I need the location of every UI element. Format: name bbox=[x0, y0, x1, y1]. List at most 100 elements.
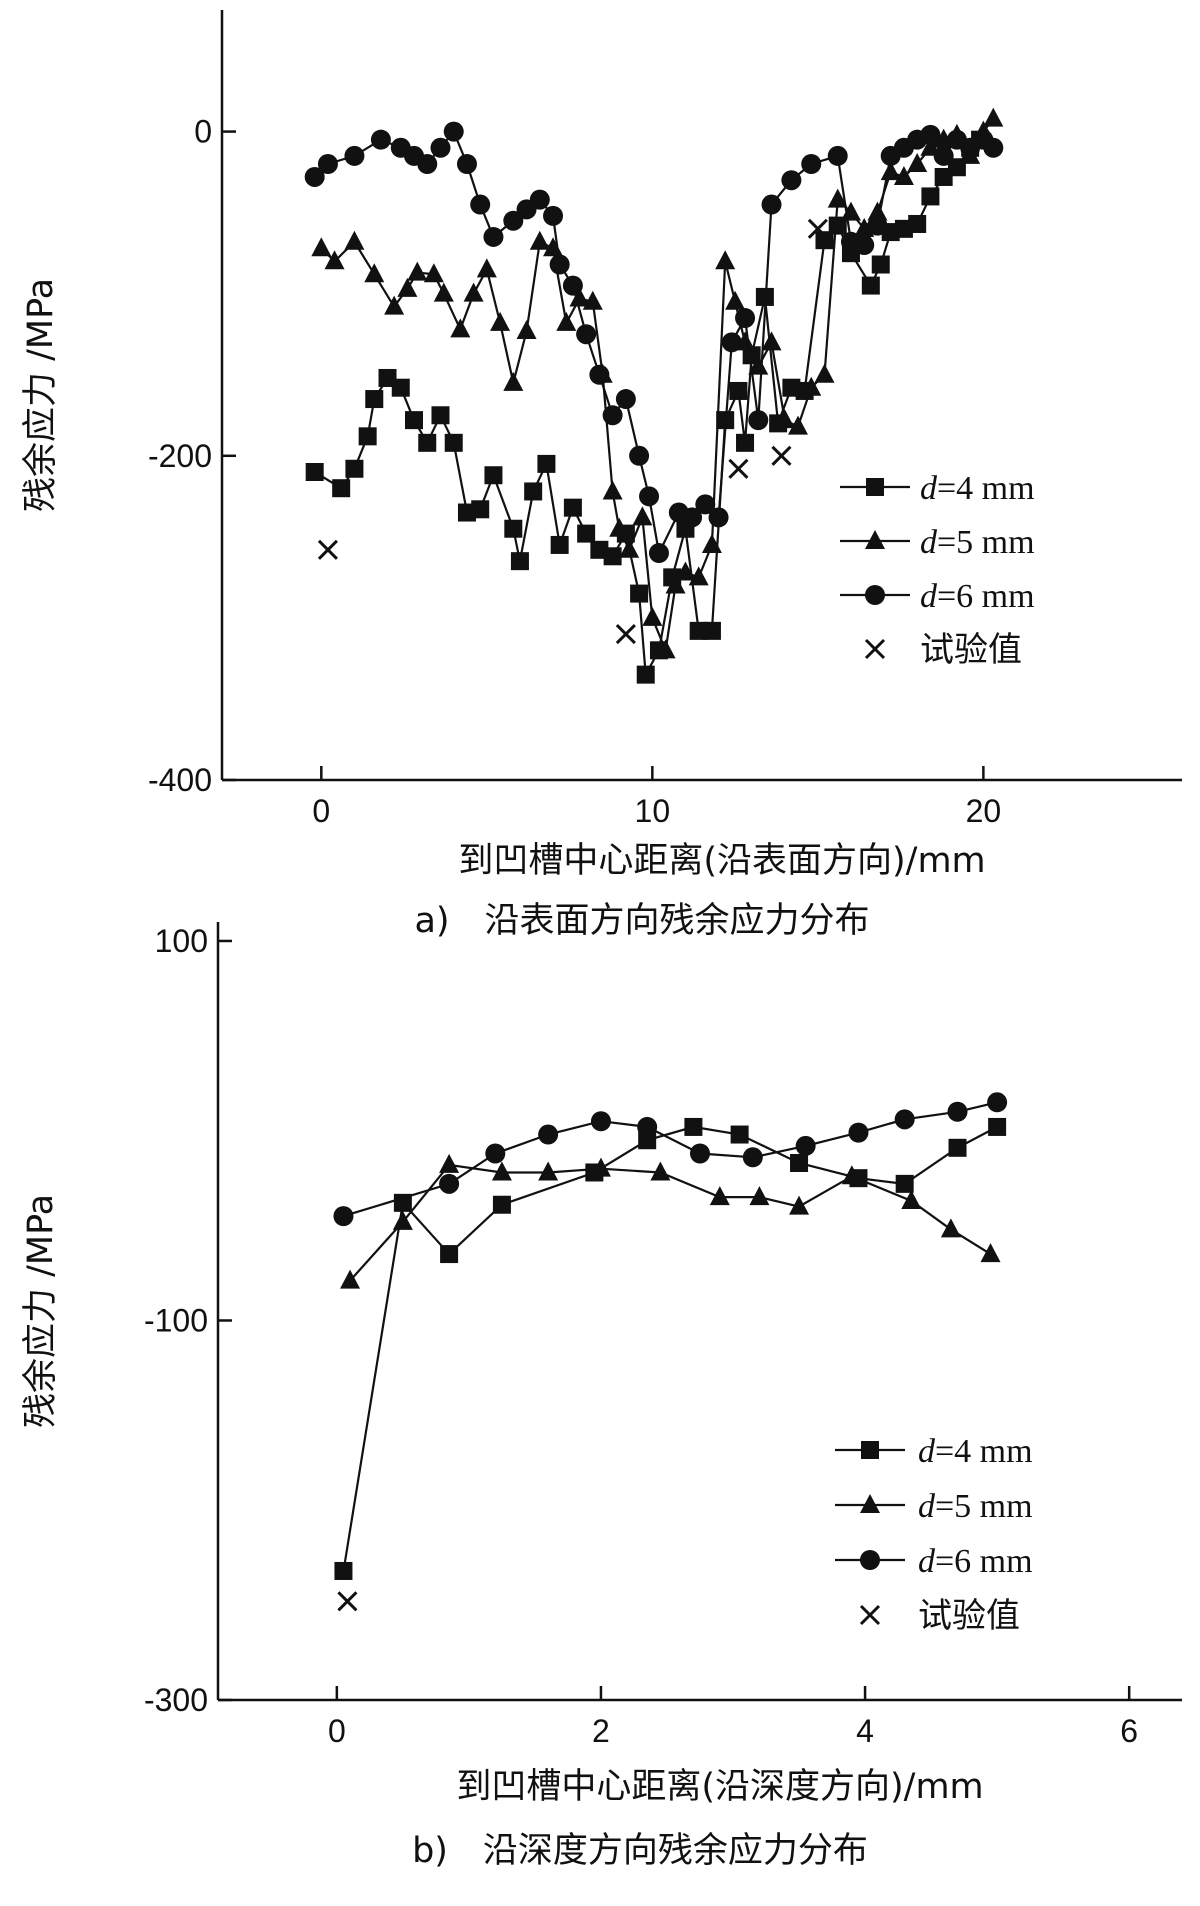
chart-a-series-0-point bbox=[504, 519, 523, 538]
chart-a-series-1-point bbox=[433, 282, 454, 302]
chart-a-series-2-point bbox=[304, 166, 325, 187]
chart-b-series-2 bbox=[333, 1092, 1008, 1227]
chart-a-series-2-point bbox=[549, 254, 570, 275]
chart-a-series-0-point bbox=[636, 665, 655, 684]
chart-a-series-1-point bbox=[503, 371, 524, 391]
chart-a-legend-marker bbox=[865, 530, 885, 549]
chart-a-series-2-point bbox=[983, 137, 1004, 158]
chart-a: 0 -200 -400 0 10 20 到凹槽中心距离(沿表面方向)/mm 残余应力 /MPa… bbox=[21, 10, 1182, 941]
chart-a-series-2-point bbox=[708, 507, 729, 528]
chart-a-series-0-point bbox=[431, 406, 450, 425]
chart-a-series-0-point bbox=[418, 433, 437, 452]
chart-b-series-1-point bbox=[709, 1186, 730, 1206]
chart-a-series-1-point bbox=[407, 261, 428, 281]
chart-a-series-1-point bbox=[423, 263, 444, 283]
chart-a-series-2-point bbox=[682, 507, 703, 528]
chart-a-series-2-point bbox=[639, 486, 660, 507]
chart-b-x-tick-label: 6 bbox=[1120, 1713, 1138, 1749]
chart-b-series-2-point bbox=[637, 1116, 658, 1137]
chart-a-series-1-point bbox=[748, 355, 769, 375]
chart-b: 100 -100 -300 0 2 4 6 到凹槽中心距离(沿深度方向)/mm 残余应力 /MP… bbox=[21, 922, 1182, 1871]
chart-b-x-tick-label: 2 bbox=[592, 1713, 610, 1749]
chart-a-series-2-point bbox=[344, 145, 365, 166]
chart-a-series-0-point bbox=[861, 276, 880, 295]
chart-b-series-2-point bbox=[690, 1143, 710, 1164]
chart-a-series-2-point bbox=[483, 226, 504, 247]
chart-a-series-1-point bbox=[701, 533, 722, 553]
chart-b-series-2-point bbox=[485, 1143, 506, 1164]
chart-a-series-1-point bbox=[463, 282, 484, 302]
chart-a-series-1 bbox=[311, 107, 1004, 659]
chart-a-series-0-point bbox=[305, 463, 324, 481]
chart-b-series-3 bbox=[337, 1591, 358, 1612]
chart-a-series-1-point bbox=[384, 295, 405, 315]
chart-a-legend: d=4 mm d=5 mm d=6 mm 试验值 bbox=[840, 470, 1035, 670]
chart-a-series-2-point bbox=[317, 154, 338, 174]
chart-a-series-1-point bbox=[516, 319, 537, 339]
chart-a-series-2-point bbox=[443, 121, 464, 142]
chart-a-series-2-point bbox=[761, 194, 782, 215]
chart-a-x-tick-label: 0 bbox=[312, 793, 330, 829]
chart-a-series-3 bbox=[317, 218, 828, 645]
chart-b-series-2-point bbox=[894, 1109, 915, 1130]
chart-a-series-0-line bbox=[314, 138, 981, 679]
chart-a-series-0-point bbox=[405, 411, 423, 430]
chart-a-series-1-point bbox=[715, 250, 736, 270]
chart-a-series-0-point bbox=[908, 214, 927, 233]
chart-a-legend-marker bbox=[866, 478, 884, 496]
chart-b-series-2-point bbox=[987, 1092, 1008, 1113]
chart-b-caption: b) 沿深度方向残余应力分布 bbox=[412, 1831, 868, 1871]
chart-a-series-1-point bbox=[476, 258, 497, 278]
chart-a-caption: a) 沿表面方向残余应力分布 bbox=[414, 901, 869, 941]
chart-a-series-1-point bbox=[364, 263, 385, 283]
chart-b-legend-marker bbox=[860, 1494, 880, 1513]
chart-a-series-0-point bbox=[365, 390, 384, 409]
chart-b-legend: d=4 mm d=5 mm d=6 mm 试验值 bbox=[835, 1433, 1033, 1636]
chart-b-series-0-point bbox=[730, 1125, 749, 1144]
chart-b-legend-label: d=6 mm bbox=[918, 1543, 1033, 1580]
chart-b-series-1 bbox=[340, 1153, 1001, 1289]
chart-b-series-1-point bbox=[340, 1269, 361, 1289]
chart-b-series-0-point bbox=[492, 1195, 511, 1214]
chart-a-series-1-point bbox=[529, 230, 550, 250]
chart-b-series-1-point bbox=[538, 1161, 559, 1181]
chart-b-series-1-line bbox=[349, 1163, 992, 1282]
chart-a-series-1-point bbox=[788, 415, 808, 435]
chart-a-series-0-point bbox=[736, 433, 755, 452]
chart-a-series-2-point bbox=[721, 332, 742, 353]
chart-a-series-0-point bbox=[563, 498, 582, 517]
chart-b-series-1-point bbox=[491, 1161, 512, 1181]
chart-a-series-2-point bbox=[748, 410, 769, 431]
chart-a-series-2-point bbox=[648, 543, 669, 564]
chart-a-series-3-point bbox=[807, 218, 828, 239]
chart-b-series-2-point bbox=[538, 1124, 559, 1145]
chart-a-series-2 bbox=[304, 121, 1004, 564]
chart-a-series-0-point bbox=[471, 500, 490, 519]
chart-b-series-1-point bbox=[789, 1195, 810, 1215]
chart-b-y-tick-label: -300 bbox=[144, 1682, 208, 1718]
chart-a-x-axis-label: 到凹槽中心距离(沿表面方向)/mm bbox=[458, 841, 985, 881]
chart-a-series-0-point bbox=[510, 552, 529, 571]
chart-a-series-1-point bbox=[867, 201, 888, 221]
chart-a-series-0-point bbox=[729, 381, 748, 400]
chart-b-y-axis-label: 残余应力 /MPa bbox=[21, 1194, 61, 1428]
chart-b-series-0-point bbox=[790, 1153, 809, 1172]
chart-a-x-tick-label: 20 bbox=[966, 793, 1002, 829]
chart-a-series-1-point bbox=[569, 287, 590, 307]
chart-b-series-2-point bbox=[590, 1111, 611, 1132]
chart-b-series-1-point bbox=[650, 1161, 671, 1181]
chart-a-series-1-point bbox=[893, 165, 914, 185]
chart-a-series-1-point bbox=[619, 538, 640, 558]
chart-a-series-2-point bbox=[589, 364, 610, 385]
chart-a-series-0-point bbox=[444, 433, 463, 452]
chart-a-legend-label: d=5 mm bbox=[920, 524, 1035, 561]
chart-a-legend-label: d=6 mm bbox=[920, 578, 1035, 615]
chart-a-legend-label: 试验值 bbox=[920, 630, 1022, 670]
chart-a-series-2-point bbox=[456, 154, 477, 174]
chart-a-y-tick-label: -400 bbox=[148, 762, 212, 798]
chart-b-legend-label: 试验值 bbox=[918, 1596, 1020, 1636]
chart-a-series-2-point bbox=[695, 494, 716, 515]
chart-b-legend-marker bbox=[861, 1441, 879, 1459]
chart-a-series-3-point bbox=[317, 539, 338, 560]
chart-b-series-1-point bbox=[841, 1165, 862, 1185]
